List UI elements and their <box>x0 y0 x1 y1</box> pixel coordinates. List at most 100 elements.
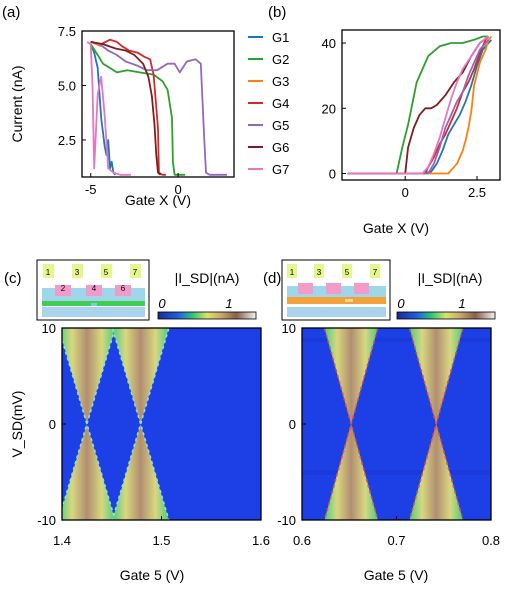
colorbar-tick-c-1: 1 <box>225 296 232 311</box>
chart-panel-b: 0 2.5 40 20 0 Gate X (V) <box>322 29 501 236</box>
conduction-region-upper-c-0 <box>62 328 116 424</box>
inset-gate-label-c-5: 5 <box>104 268 109 277</box>
x-tick-label-a-0: -5 <box>85 182 97 197</box>
colorbar-label-d: |I_SD|(nA) <box>418 270 483 286</box>
x-tick-label-c-0: 1.4 <box>53 533 71 548</box>
conduction-region-lower-c-0 <box>62 424 116 520</box>
x-tick-label-c-1: 1.5 <box>152 533 170 548</box>
y-tick-label-c-2: -10 <box>37 513 56 528</box>
inset-gate-label-c-4: 4 <box>92 284 97 293</box>
x-tick-label-d-2: 0.8 <box>482 533 500 548</box>
plot-frame-a <box>81 30 235 178</box>
x-tick-label-c-2: 1.6 <box>252 533 270 548</box>
inset-gate-label-d-3: 3 <box>317 268 322 277</box>
y-tick-label-a-0: 7.5 <box>58 24 76 39</box>
legend-label-g4: G4 <box>272 96 289 111</box>
inset-gate-label-c-1: 1 <box>46 268 51 277</box>
inset-gate-label-c-2: 2 <box>61 284 66 293</box>
colorbar-d <box>396 311 496 320</box>
legend-label-g1: G1 <box>272 30 289 45</box>
panel-label-b: (b) <box>268 4 286 21</box>
series-line-g5-a <box>90 41 227 176</box>
series-line-g6-a <box>90 41 162 176</box>
x-tick-label-d-1: 0.7 <box>387 533 405 548</box>
series-group-a <box>86 38 227 176</box>
colorbar-label-c: |I_SD|(nA) <box>175 270 240 286</box>
y-axis-label-a: Current (nA) <box>9 65 25 142</box>
inset-gate-label-c-7: 7 <box>133 268 138 277</box>
legend-label-g3: G3 <box>272 74 289 89</box>
colorbar-tick-d-0: 0 <box>397 296 405 311</box>
device-inset-c: 1 23 45 67 <box>36 259 150 321</box>
series-line-g1-b <box>347 39 493 175</box>
diamond-edge-a-c-1 <box>111 328 170 520</box>
series-line-g4-b <box>347 35 490 175</box>
y-tick-label-d-2: -10 <box>277 513 296 528</box>
y-tick-label-d-0: 10 <box>282 321 296 336</box>
conduction-region-upper-d-0 <box>324 328 378 424</box>
legend-label-g6: G6 <box>272 140 289 155</box>
x-axis-label-b: Gate X (V) <box>363 220 429 236</box>
conduction-region-lower-d-0 <box>324 424 378 520</box>
inset-gate-label-c-3: 3 <box>75 268 80 277</box>
conduction-region-upper-c-1 <box>112 328 169 424</box>
y-tick-label-d-1: 0 <box>289 417 296 432</box>
series-line-g3-b <box>347 35 493 175</box>
device-inset-d: 1 3 5 7 <box>281 259 391 321</box>
chart-panel-d: 1 3 5 7 |I_SD|(nA) 0 1 0.6 0.7 0.8 10 0 -10 Gate… <box>277 259 500 583</box>
series-group-b <box>347 35 493 175</box>
x-tick-label-b-0: 0 <box>402 185 409 200</box>
series-line-g5-b <box>347 39 490 175</box>
panel-label-a: (a) <box>2 4 20 21</box>
legend-label-g2: G2 <box>272 52 289 67</box>
heatmap-d <box>302 328 491 520</box>
x-axis-label-a: Gate X (V) <box>125 192 191 208</box>
inset-gate-label-d-7: 7 <box>373 268 378 277</box>
ticks-c: 1.4 1.5 1.6 10 0 -10 <box>37 321 270 548</box>
colorbar-c <box>157 311 257 320</box>
legend-label-g7: G7 <box>272 162 289 177</box>
conduction-region-upper-d-1 <box>409 328 463 424</box>
ticks-b: 0 2.5 40 20 0 <box>322 36 487 200</box>
panel-label-c: (c) <box>4 270 22 287</box>
legend-label-g5: G5 <box>272 118 289 133</box>
ticks-a: -5 0 7.5 5.0 2.5 <box>58 24 182 197</box>
y-tick-label-a-2: 2.5 <box>58 133 76 148</box>
conduction-region-lower-c-1 <box>112 424 169 520</box>
chart-panel-a: -5 0 7.5 5.0 2.5 Gate X (V) Current (nA) <box>9 24 235 208</box>
x-axis-label-d: Gate 5 (V) <box>364 567 429 583</box>
colorbar-tick-d-1: 1 <box>458 296 465 311</box>
series-line-g2-b <box>347 35 489 175</box>
inset-gate-label-d-5: 5 <box>345 268 350 277</box>
ticks-d: 0.6 0.7 0.8 10 0 -10 <box>277 321 500 548</box>
series-line-g7-a <box>86 41 131 176</box>
diamond-edge-b-d-0 <box>323 328 379 520</box>
inset-gate-label-d-1: 1 <box>290 268 295 277</box>
y-tick-label-b-0: 40 <box>322 36 336 51</box>
x-tick-label-b-1: 2.5 <box>468 185 486 200</box>
svg-text:V_SD(mV): V_SD(mV) <box>9 391 25 458</box>
x-tick-label-d-0: 0.6 <box>293 533 311 548</box>
chart-panel-c: 1 23 45 67 |I_SD|(nA) 0 1 1.4 1.5 1.6 10 0 -10 G… <box>9 259 270 583</box>
x-axis-label-c: Gate 5 (V) <box>120 567 185 583</box>
series-line-g4-a <box>90 38 166 176</box>
y-tick-label-b-1: 20 <box>322 101 336 116</box>
x-tick-label-a-1: 0 <box>174 182 181 197</box>
y-tick-label-c-1: 0 <box>49 417 56 432</box>
y-tick-label-b-2: 0 <box>329 166 336 181</box>
panel-label-d: (d) <box>263 270 281 287</box>
heatmap-c <box>62 328 261 520</box>
y-axis-label-c: V_SD(mV) <box>9 391 25 458</box>
series-line-g7-b <box>347 35 490 175</box>
inset-gate-label-c-6: 6 <box>121 284 126 293</box>
y-tick-label-c-0: 10 <box>42 321 56 336</box>
diamond-edge-b-c-0 <box>62 328 116 512</box>
legend: G1 G2 G3 G4 G5 G6 G7 <box>248 30 289 177</box>
colorbar-tick-c-0: 0 <box>158 296 166 311</box>
plot-frame-b <box>341 29 501 181</box>
conduction-region-lower-d-1 <box>409 424 463 520</box>
diamond-edge-b-d-1 <box>408 328 464 520</box>
diamond-edge-b-c-1 <box>111 328 170 520</box>
series-line-g6-b <box>347 35 490 175</box>
